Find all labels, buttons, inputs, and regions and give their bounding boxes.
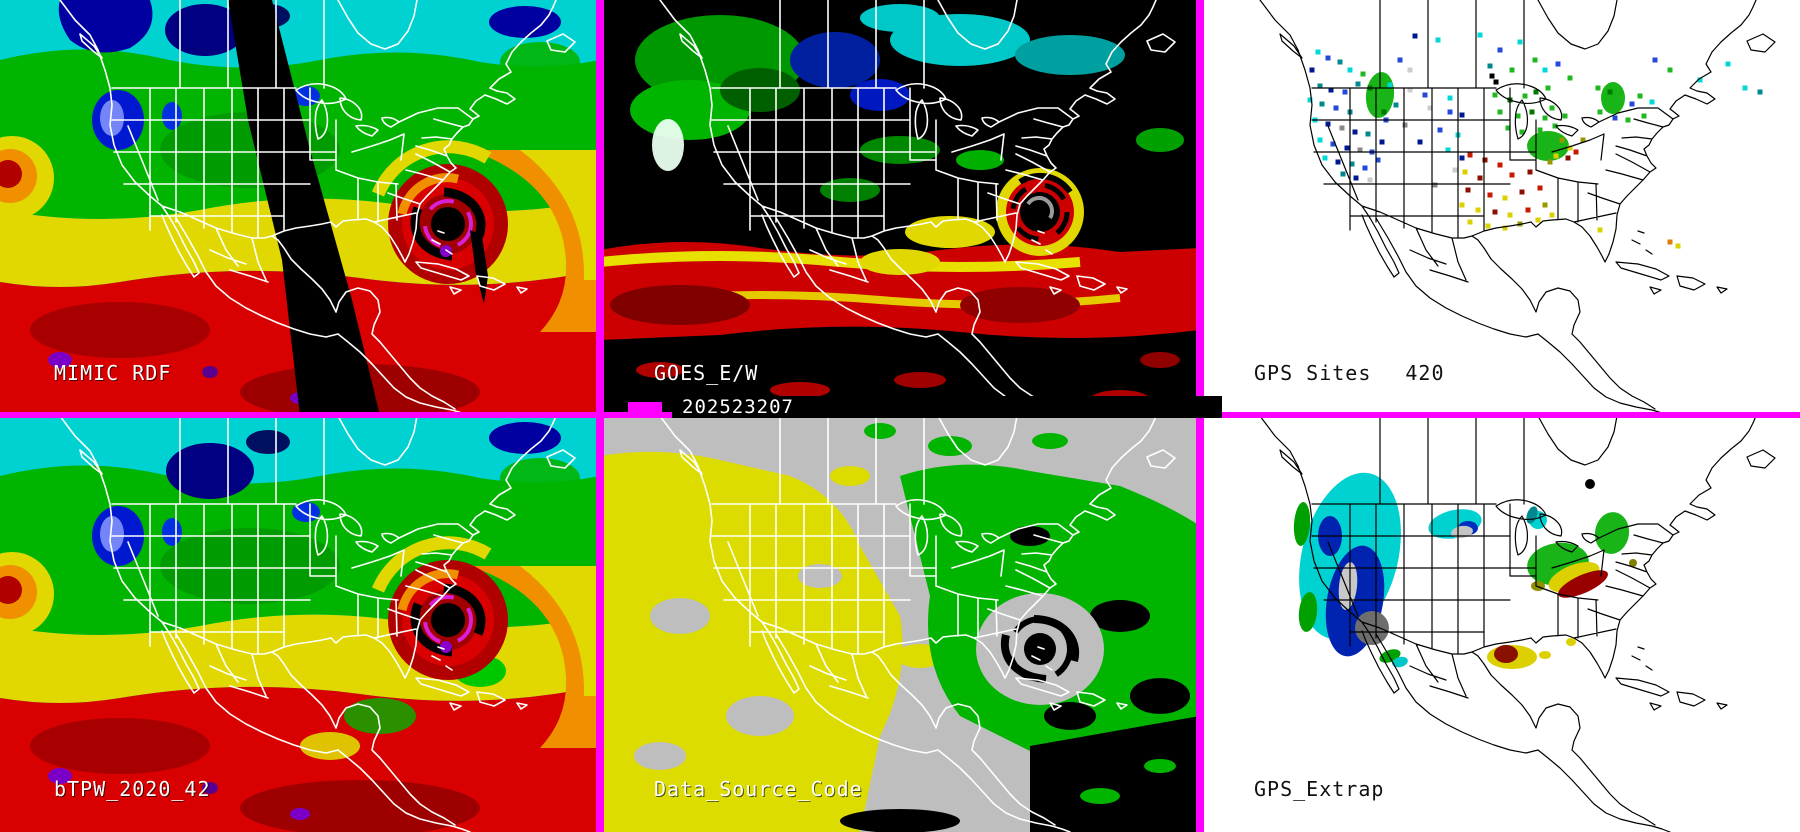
- gps-site-dots: [1307, 32, 1763, 249]
- hurricane-swirl: [976, 593, 1104, 705]
- data-source-map: [600, 416, 1200, 832]
- panel-mimic-rdf: MIMIC RDF: [0, 0, 600, 416]
- gps-sites-map: [1200, 0, 1800, 416]
- hurricane-swirl: [371, 536, 508, 680]
- panel-gps-extrap: GPS_Extrap: [1200, 416, 1800, 832]
- gps-sites-count: 420: [1405, 361, 1445, 385]
- gps-sites-label: GPS Sites: [1254, 361, 1372, 385]
- panel-data-source-code: Data_Source_Code: [600, 416, 1200, 832]
- panel-label-mimic-rdf: MIMIC RDF: [54, 361, 172, 385]
- hurricane-swirl: [996, 168, 1084, 256]
- gps-green-patches: [1365, 72, 1625, 161]
- panel-label-btpw: bTPW_2020_42: [54, 777, 211, 801]
- missing-data-swath: [228, 0, 380, 416]
- panel-label-goes-ew: GOES_E/W: [654, 361, 759, 385]
- panel-gps-sites: GPS Sites 420: [1200, 0, 1800, 416]
- mimic-rdf-map: [0, 0, 600, 416]
- timestamp-text: 202523207: [682, 396, 794, 418]
- goes-ew-map: [600, 0, 1200, 416]
- panel-label-gps-extrap: GPS_Extrap: [1254, 777, 1385, 801]
- panel-btpw: bTPW_2020_42: [0, 416, 600, 832]
- timestamp-bar: 202523207: [672, 396, 1222, 418]
- panel-label-gps-sites: GPS Sites 420: [1254, 361, 1445, 385]
- panel-label-data-source: Data_Source_Code: [654, 777, 863, 801]
- panel-goes-ew: GOES_E/W: [600, 0, 1200, 416]
- gps-extrap-map: [1200, 416, 1800, 832]
- btpw-map: [0, 416, 600, 832]
